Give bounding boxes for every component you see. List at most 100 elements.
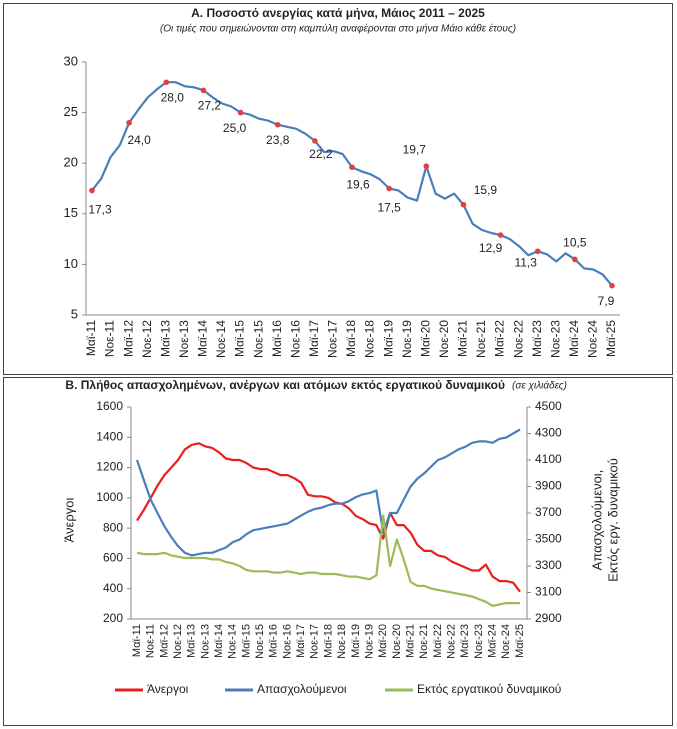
value-label: 7,9 [598,294,615,308]
x-tick-label: Νοε-21 [418,624,430,659]
x-tick-label: Νοε-24 [586,320,600,358]
chart-title: Β. Πλήθος απασχολημένων, ανέργων και ατό… [65,378,505,392]
x-tick-label: Νοε-16 [281,624,293,659]
x-tick-label: Μαϊ-24 [487,624,499,658]
value-label: 24,0 [127,133,151,147]
x-tick-label: Νοε-21 [474,320,488,358]
y2-tick-label: 3900 [535,479,562,493]
y2-axis-title: Εκτός εργ. δυναμικού [605,458,620,582]
data-line [136,514,520,607]
x-tick-label: Μαϊ-23 [459,624,471,658]
y-tick-label: 1200 [96,460,123,474]
y-tick-label: 1000 [96,490,123,504]
marker [460,201,467,208]
x-tick-label: Μαϊ-13 [158,320,172,357]
y-tick-label: 1600 [96,399,123,413]
x-tick-label: Νοε-13 [199,624,211,659]
value-label: 27,2 [198,99,222,113]
y-tick-label: 800 [103,520,123,534]
value-label: 12,9 [479,241,503,255]
x-tick-label: Μαϊ-14 [213,624,225,658]
x-tick-label: Μαϊ-25 [514,624,526,658]
marker [497,232,504,238]
y2-tick-label: 4500 [535,399,562,413]
marker [609,282,615,289]
value-label: 10,5 [563,236,587,250]
value-label: 17,5 [377,201,401,215]
x-tick-label: Μαϊ-15 [240,624,252,658]
x-tick-label: Μαϊ-13 [186,624,198,658]
marker [126,119,132,126]
value-label: 23,8 [266,133,290,147]
marker [349,164,355,171]
chart-subtitle: (σε χιλιάδες) [512,380,567,392]
x-tick-label: Μαϊ-24 [567,320,581,357]
marker [163,79,170,86]
x-tick-label: Μαϊ-21 [404,624,416,658]
x-tick-label: Νοε-14 [214,320,228,358]
legend-label: Εκτός εργατικού δυναμικού [417,682,561,696]
x-tick-label: Νοε-20 [391,624,403,659]
x-tick-label: Μαϊ-12 [158,624,170,658]
x-tick-label: Μαϊ-21 [456,320,470,357]
value-label: 19,6 [346,177,370,191]
x-tick-label: Νοε-22 [511,320,525,358]
x-tick-label: Νοε-23 [548,320,562,358]
x-tick-label: Νοε-23 [473,624,485,659]
data-line [136,442,521,593]
x-tick-label: Νοε-15 [251,320,265,358]
panel-b-frame [3,377,673,726]
marker [386,185,392,192]
x-tick-label: Νοε-20 [437,320,451,358]
y-tick-label: 200 [103,611,123,625]
x-tick-label: Νοε-15 [254,624,266,659]
x-tick-label: Μαϊ-17 [307,320,321,357]
x-tick-label: Μαϊ-16 [268,624,280,658]
x-tick-label: Μαϊ-19 [350,624,362,658]
x-tick-label: Νοε-19 [363,624,375,659]
x-tick-label: Νοε-22 [446,624,458,659]
y-tick-label: 30 [64,53,78,68]
value-label: 28,0 [161,90,185,104]
chart-title: Α. Ποσοστό ανεργίας κατά μήνα, Μάιος 201… [191,6,485,20]
y-tick-label: 15 [64,205,78,220]
marker [274,121,281,128]
y2-tick-label: 4300 [535,426,562,440]
y-axis-title: Άνεργοι [61,498,76,543]
x-tick-label: Μαϊ-20 [377,624,389,658]
value-label: 22,2 [309,147,333,161]
value-label: 25,0 [223,121,247,135]
data-line [135,428,521,557]
x-tick-label: Μαϊ-11 [84,320,98,356]
x-tick-label: Νοε-13 [177,320,191,358]
y-tick-label: 5 [71,306,78,321]
y2-tick-label: 3100 [535,585,562,599]
x-tick-label: Μαϊ-19 [381,320,395,357]
x-tick-label: Νοε-14 [227,624,239,659]
y-tick-label: 20 [64,155,78,170]
value-label: 11,3 [514,255,537,269]
marker [572,256,578,263]
y2-tick-label: 2900 [535,611,562,625]
x-tick-label: Νοε-19 [400,320,414,358]
x-tick-label: Νοε-11 [145,624,157,658]
y-tick-label: 25 [64,104,78,119]
y2-tick-label: 4100 [535,452,562,466]
x-tick-label: Μαϊ-23 [530,320,544,357]
chart-subtitle: (Οι τιμές που σημειώνονται στη καμπύλη α… [160,23,516,35]
x-tick-label: Νοε-18 [336,624,348,659]
y-tick-label: 400 [103,581,123,595]
x-tick-label: Μαϊ-18 [322,624,334,658]
legend-label: Απασχολούμενοι [257,682,347,696]
y-tick-label: 10 [64,256,78,271]
y-tick-label: 600 [103,551,123,565]
value-label: 15,9 [474,183,498,197]
x-tick-label: Νοε-17 [326,320,340,358]
x-tick-label: Νοε-16 [288,320,302,358]
x-tick-label: Μαϊ-25 [604,320,618,357]
x-tick-label: Νοε-18 [363,320,377,358]
marker [237,109,244,116]
x-tick-label: Μαϊ-12 [121,320,135,357]
legend-label: Άνεργοι [147,682,189,696]
